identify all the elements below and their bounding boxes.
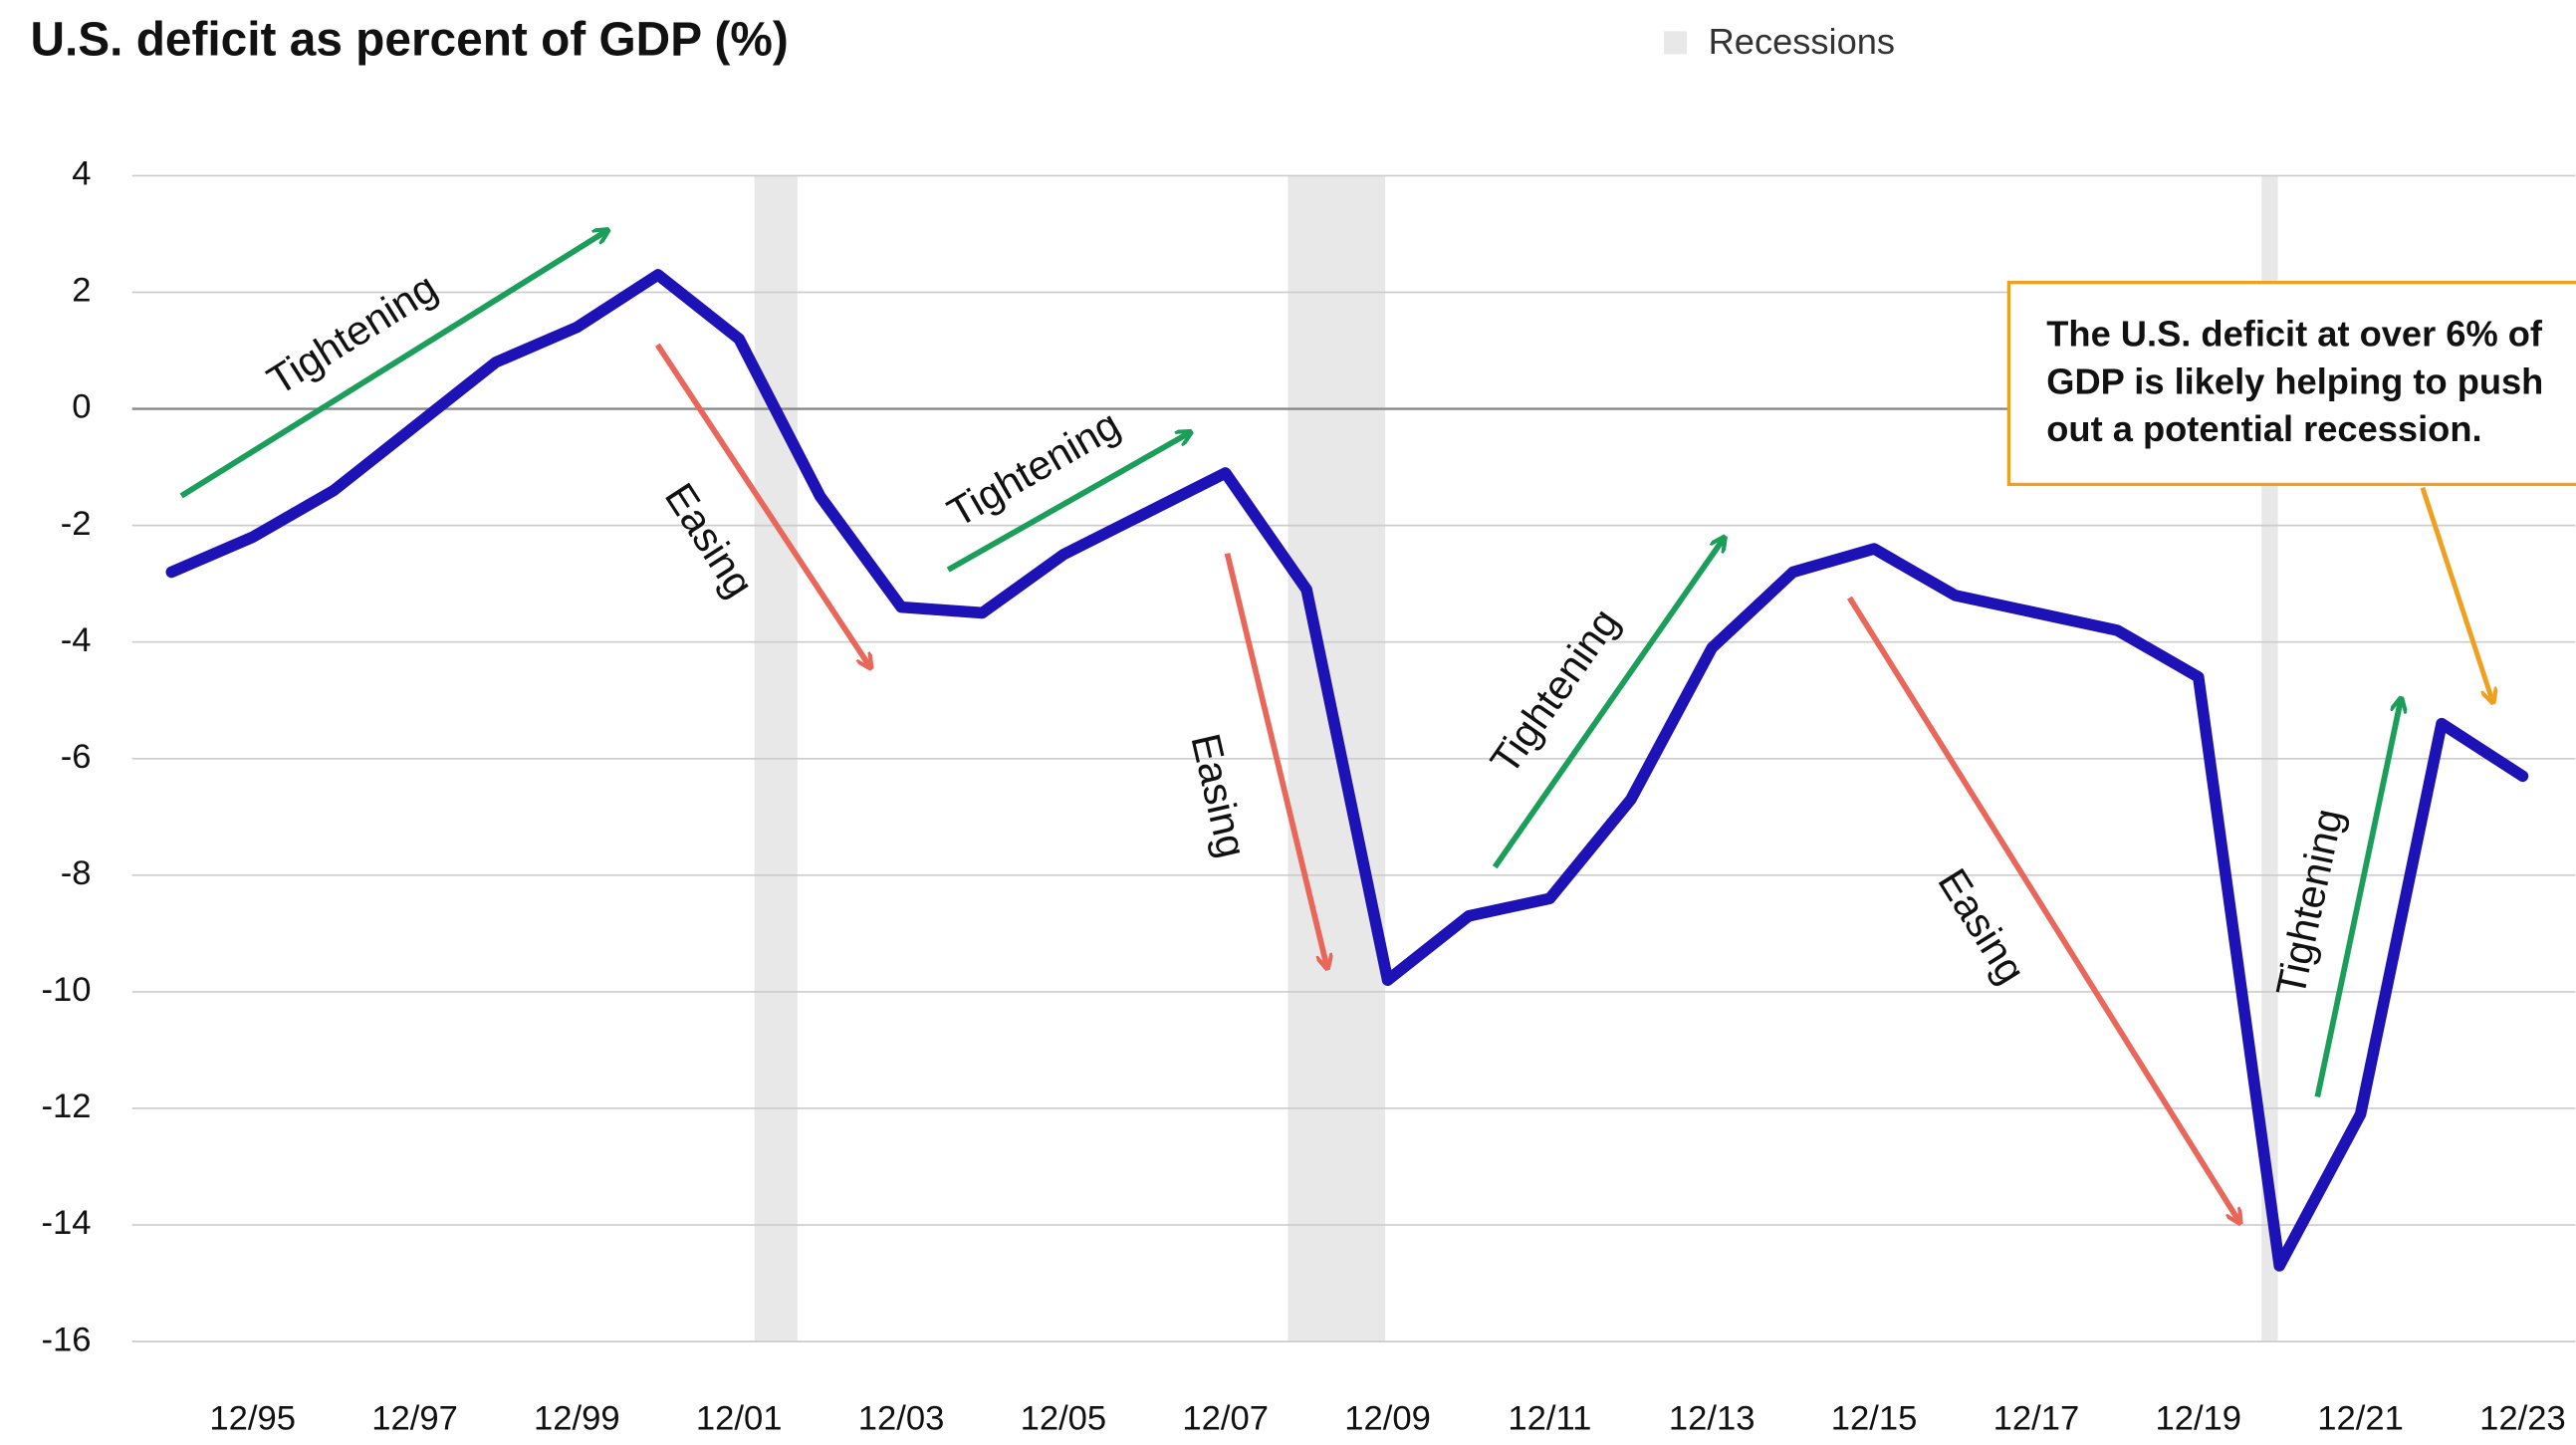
data-line — [165, 269, 2529, 1272]
x-tick-label: 12/23 — [2479, 1399, 2566, 1437]
y-tick-label: -10 — [41, 971, 91, 1009]
callout-text: out a potential recession. — [2046, 408, 2481, 449]
x-tick-label: 12/15 — [1831, 1399, 1918, 1437]
chart-title: U.S. deficit as percent of GDP (%) — [30, 13, 788, 66]
x-tick-label: 12/99 — [534, 1399, 620, 1437]
annotation-arrow — [654, 343, 870, 668]
y-tick-label: -12 — [41, 1087, 91, 1125]
annotation-label: Tightening — [940, 401, 1127, 536]
annotation-arrow — [1846, 596, 2239, 1223]
x-tick-label: 12/05 — [1021, 1399, 1107, 1437]
y-tick-label: 4 — [72, 155, 91, 193]
y-tick-label: 0 — [72, 388, 91, 426]
annotation-arrow — [946, 432, 1191, 573]
callout-text: GDP is likely helping to push — [2046, 361, 2543, 401]
x-tick-label: 12/03 — [858, 1399, 945, 1437]
x-tick-label: 12/17 — [1993, 1399, 2080, 1437]
annotation-label: Easing — [656, 475, 763, 605]
x-tick-label: 12/09 — [1344, 1399, 1431, 1437]
x-tick-label: 12/11 — [1508, 1399, 1591, 1437]
legend-label: Recessions — [1709, 21, 1895, 62]
x-tick-label: 12/07 — [1182, 1399, 1269, 1437]
y-tick-label: 2 — [72, 272, 91, 310]
x-tick-label: 12/13 — [1669, 1399, 1756, 1437]
x-tick-label: 12/01 — [696, 1399, 783, 1437]
x-tick-label: 12/95 — [209, 1399, 296, 1437]
annotation-arrow — [1492, 537, 1725, 869]
y-tick-label: -6 — [61, 738, 92, 776]
y-tick-label: -4 — [61, 621, 92, 659]
annotation-arrow — [2314, 698, 2401, 1098]
y-tick-label: -2 — [61, 505, 92, 543]
annotation-arrow — [1224, 552, 1327, 969]
x-tick-label: 12/97 — [371, 1399, 458, 1437]
x-tick-label: 12/19 — [2155, 1399, 2241, 1437]
callout-arrow — [2420, 486, 2493, 703]
annotation-label: Tightening — [2267, 805, 2352, 1000]
callout-box — [2006, 280, 2576, 487]
y-tick-label: -8 — [61, 854, 92, 892]
annotation-arrow — [179, 230, 608, 499]
legend-swatch — [1664, 31, 1688, 55]
y-tick-label: -14 — [41, 1204, 91, 1242]
annotation-label: Tightening — [259, 264, 444, 403]
annotation-label: Tightening — [1482, 601, 1628, 783]
x-tick-label: 12/21 — [2317, 1399, 2404, 1437]
callout-text: The U.S. deficit at over 6% of — [2046, 314, 2543, 355]
y-tick-label: -16 — [41, 1321, 91, 1358]
annotation-label: Easing — [1929, 860, 2034, 991]
annotation-label: Easing — [1182, 729, 1255, 861]
